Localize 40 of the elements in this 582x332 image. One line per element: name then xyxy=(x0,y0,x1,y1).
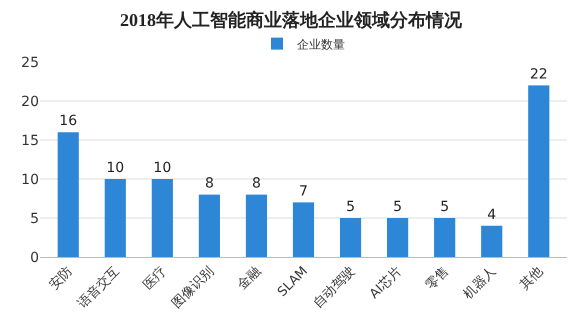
y-tick-label: 15 xyxy=(21,132,39,149)
data-label: 16 xyxy=(59,113,78,130)
bar xyxy=(246,194,268,257)
data-label: 4 xyxy=(487,206,496,223)
x-tick-label: 医疗 xyxy=(140,264,170,293)
data-label: 5 xyxy=(440,199,450,215)
data-label: 5 xyxy=(346,199,356,215)
data-label: 5 xyxy=(393,199,402,215)
x-tick-label: 图像识别 xyxy=(169,264,217,312)
y-tick-label: 0 xyxy=(30,250,39,266)
legend-label: 企业数量 xyxy=(297,37,345,52)
bar xyxy=(340,218,362,257)
x-tick-label: 机器人 xyxy=(460,264,500,302)
x-tick-label: 零售 xyxy=(423,264,452,293)
x-tick-label: 金融 xyxy=(234,264,264,293)
x-tick-label: 语音交互 xyxy=(74,263,123,312)
y-tick-label: 20 xyxy=(21,94,39,110)
bar xyxy=(387,218,408,257)
data-label: 8 xyxy=(252,176,261,192)
data-label: 10 xyxy=(153,160,172,176)
bar xyxy=(58,132,79,257)
x-tick-label: AI芯片 xyxy=(367,264,406,302)
bar xyxy=(528,85,550,257)
bar xyxy=(434,218,456,257)
bar xyxy=(104,179,126,257)
x-tick-label: 安防 xyxy=(46,263,76,293)
data-label: 22 xyxy=(530,66,548,82)
chart-title: 2018年人工智能商业落地企业领域分布情况 xyxy=(120,10,463,30)
bar xyxy=(481,226,502,257)
y-tick-label: 25 xyxy=(21,54,39,71)
y-tick-label: 5 xyxy=(30,210,39,227)
bar xyxy=(152,179,173,257)
x-tick-label: 其他 xyxy=(517,264,546,293)
bar xyxy=(292,202,314,257)
data-label: 8 xyxy=(204,176,214,192)
bar xyxy=(198,194,220,257)
x-tick-label: 自动驾驶 xyxy=(310,264,358,312)
data-label: 7 xyxy=(299,183,308,200)
data-label: 10 xyxy=(106,160,124,176)
y-tick-label: 10 xyxy=(21,172,39,188)
